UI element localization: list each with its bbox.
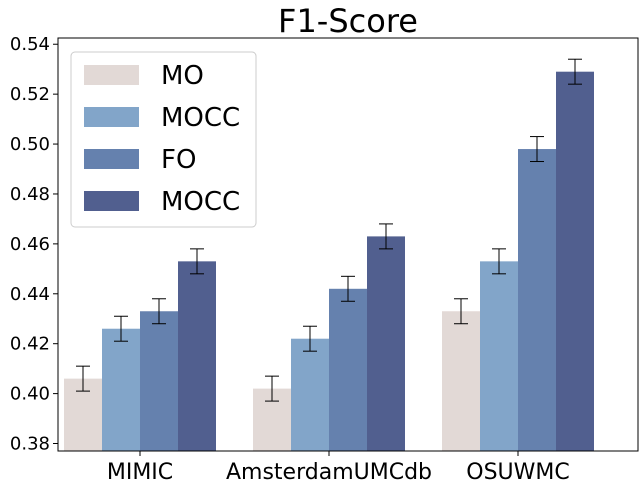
y-tick-label: 0.44 <box>10 284 50 305</box>
bar <box>178 261 216 451</box>
bar <box>291 338 329 451</box>
bar <box>518 149 556 451</box>
y-tick-label: 0.52 <box>10 84 50 105</box>
bars-layer <box>64 71 594 452</box>
legend-swatch <box>84 65 139 85</box>
y-tick-label: 0.46 <box>10 234 50 255</box>
x-axis: MIMIC AmsterdamUMCdb OSUWMC <box>107 451 570 480</box>
bar <box>140 311 178 451</box>
legend-label: MO <box>161 61 204 91</box>
y-tick-label: 0.50 <box>10 134 50 155</box>
y-axis: 0.38 0.40 0.42 0.44 0.46 0.48 0.50 0.52 0.54 <box>10 34 58 455</box>
bar <box>102 328 140 451</box>
y-tick-label: 0.42 <box>10 334 50 355</box>
legend-swatch <box>84 149 139 169</box>
plot-frame <box>57 37 639 452</box>
bar <box>329 288 367 451</box>
legend-label: MOCC <box>161 187 240 217</box>
chart-title: F1-Score <box>278 2 418 40</box>
bar <box>442 311 480 451</box>
x-tick-label: MIMIC <box>107 460 173 480</box>
bar <box>480 261 518 451</box>
bar <box>367 236 405 451</box>
legend-swatch <box>84 191 139 211</box>
error-bars-layer <box>76 58 582 402</box>
legend-swatch <box>84 107 139 127</box>
legend-label: MOCC <box>161 103 240 133</box>
legend-box <box>70 51 257 228</box>
y-tick-label: 0.40 <box>10 384 50 405</box>
legend-label: FO <box>161 145 196 175</box>
x-tick-label: AmsterdamUMCdb <box>226 460 432 480</box>
bar <box>556 71 594 452</box>
y-tick-label: 0.38 <box>10 434 50 455</box>
y-tick-label: 0.48 <box>10 184 50 205</box>
legend: MO MOCC FO MOCC <box>70 51 257 228</box>
x-tick-label: OSUWMC <box>466 460 569 480</box>
y-tick-label: 0.54 <box>10 34 50 55</box>
